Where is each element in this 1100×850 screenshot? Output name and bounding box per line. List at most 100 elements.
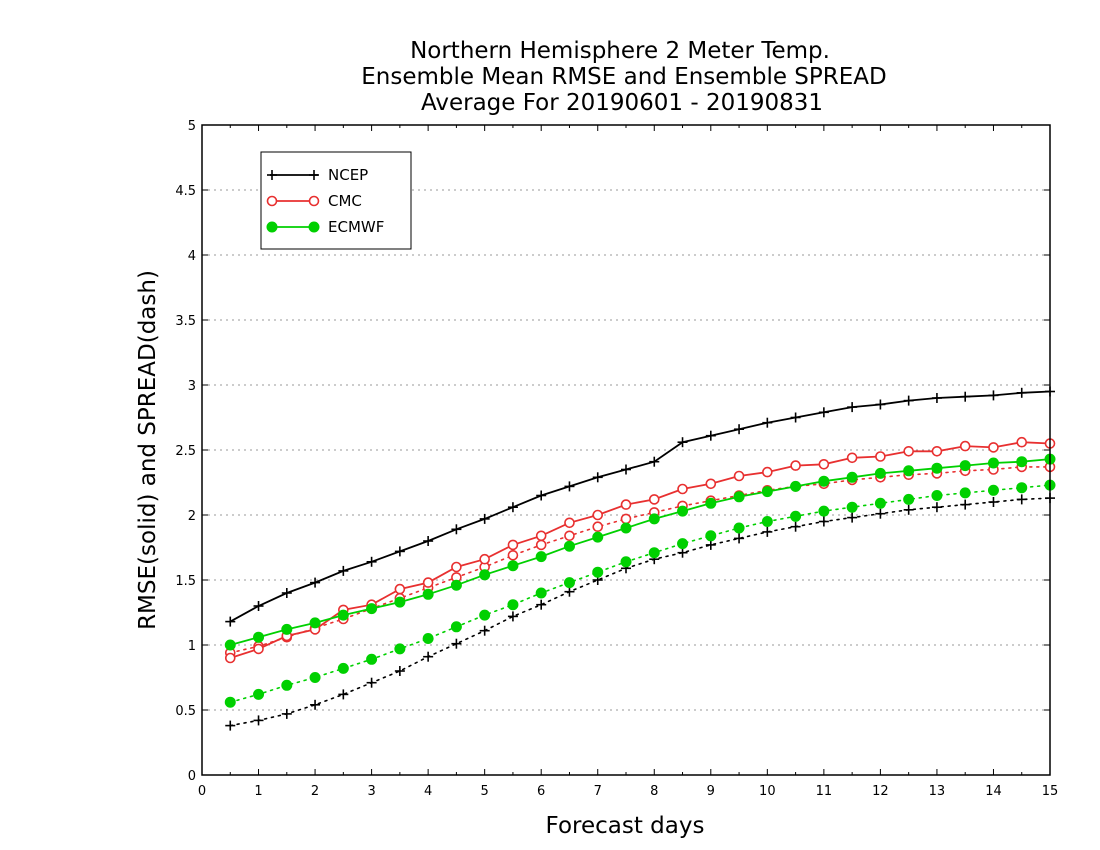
- series-ncep-rmse-point: [507, 502, 518, 513]
- series-cmc-rmse-point: [818, 458, 830, 470]
- y-axis: 0 0.5 1 1.5 2 2.5 3 3.5 4 4.5 5: [175, 119, 1050, 784]
- legend-marker-cmc: [266, 195, 278, 207]
- series-ecmwf-rmse-point: [987, 457, 999, 469]
- series-ecmwf-spread-point: [790, 510, 802, 522]
- series-ncep-spread-point: [818, 516, 829, 527]
- y-tick-label: 5: [188, 119, 196, 134]
- series-cmc-rmse-point: [705, 478, 717, 490]
- series-ecmwf-rmse-point: [479, 569, 491, 581]
- series-ecmwf-rmse-point: [563, 540, 575, 552]
- y-tick-label: 2: [188, 509, 196, 524]
- series-ecmwf-spread-point: [366, 653, 378, 665]
- series-ecmwf-spread-point: [1016, 482, 1028, 494]
- series-ecmwf-rmse-point: [507, 560, 519, 572]
- series-cmc-spread-point: [592, 521, 604, 533]
- series-ecmwf-rmse-point: [394, 596, 406, 608]
- y-tick-label: 4.5: [175, 184, 196, 199]
- legend-item-cmc: CMC: [266, 192, 362, 210]
- series-ecmwf-rmse-point: [903, 465, 915, 477]
- x-tick-label: 3: [367, 784, 375, 799]
- series-ncep-spread-point: [423, 651, 434, 662]
- series-cmc-rmse-point: [394, 583, 406, 595]
- series-ncep-rmse-point: [253, 601, 264, 611]
- series-ncep-rmse-point: [649, 456, 660, 467]
- series-ncep-rmse-point: [592, 472, 603, 483]
- series-cmc-rmse-point: [733, 470, 745, 482]
- series-cmc-spread-point: [535, 539, 547, 551]
- series-ncep-spread-point: [903, 504, 914, 515]
- series-ncep-spread-line: [229, 497, 1051, 727]
- series-ncep-spread-point: [677, 547, 688, 558]
- series-cmc-rmse-point: [451, 561, 462, 573]
- series-ncep-rmse-point: [875, 399, 886, 410]
- grid-lines: [202, 189, 1050, 711]
- x-tick-label: 13: [929, 784, 946, 799]
- series-cmc-rmse-point: [790, 460, 801, 471]
- series-ecmwf-rmse-point: [450, 579, 462, 591]
- chart-title-line-2: Ensemble Mean RMSE and Ensemble SPREAD: [361, 64, 886, 90]
- series-ecmwf-rmse-point: [790, 480, 802, 492]
- series-ecmwf-spread-point: [507, 599, 519, 611]
- series-ncep-rmse-point: [451, 524, 462, 535]
- series-ecmwf-rmse-point: [337, 609, 349, 621]
- series-ecmwf-spread-point: [422, 633, 434, 644]
- legend: NCEP CMC ECMWF: [260, 151, 412, 250]
- series-ecmwf-spread-point: [648, 547, 660, 559]
- x-tick-label: 2: [311, 784, 319, 799]
- series-ncep-spread-point: [790, 521, 801, 532]
- series-cmc-rmse-point: [875, 451, 886, 462]
- legend-label-cmc: CMC: [328, 192, 362, 210]
- series-ecmwf-spread-point: [309, 672, 321, 683]
- x-tick-label: 1: [254, 784, 262, 799]
- series-ncep-spread-point: [394, 666, 405, 676]
- series-cmc-rmse-point: [1016, 436, 1028, 448]
- chart-title-line-3: Average For 20190601 - 20190831: [421, 90, 823, 116]
- series-ncep-spread-point: [705, 539, 716, 550]
- series-cmc-rmse-point: [224, 652, 236, 664]
- series-ecmwf-spread-point: [563, 577, 575, 589]
- series-ecmwf-rmse-point: [535, 551, 547, 563]
- series-ncep-spread-point: [338, 689, 349, 700]
- series-ecmwf-spread-point: [733, 522, 745, 534]
- series-ncep-rmse-point: [564, 481, 575, 492]
- x-axis-label: Forecast days: [546, 813, 705, 839]
- series-ecmwf-spread-point: [224, 696, 236, 708]
- series-ecmwf-rmse-point: [874, 467, 886, 479]
- series-cmc-rmse-point: [931, 445, 943, 457]
- series-ecmwf-spread-point: [677, 538, 689, 550]
- x-tick-label: 11: [816, 784, 833, 799]
- series-ncep-rmse-point: [790, 412, 801, 423]
- y-axis-label: RMSE(solid) and SPREAD(dash): [135, 270, 161, 630]
- series-cmc-rmse-point: [677, 483, 688, 495]
- series-ecmwf-rmse-point: [1016, 456, 1028, 468]
- series-ncep-rmse-point: [394, 546, 405, 557]
- legend-item-ncep: NCEP: [267, 166, 368, 184]
- series-ncep-rmse-point: [366, 556, 377, 567]
- legend-marker-ecmwf: [266, 221, 278, 233]
- series-ncep-rmse-point: [960, 391, 971, 402]
- series-ecmwf-rmse-point: [733, 491, 745, 503]
- series-cmc-rmse-point: [846, 452, 858, 464]
- series-ecmwf-rmse-point: [818, 475, 830, 487]
- series-ecmwf-rmse-point: [677, 505, 689, 517]
- series-ncep-spread-point: [507, 611, 518, 622]
- legend-marker-ecmwf: [308, 221, 320, 233]
- series-ncep-spread-point: [310, 699, 321, 710]
- series-ncep-rmse-point: [734, 424, 745, 435]
- series-ecmwf-spread-point: [705, 530, 717, 542]
- series-ecmwf-spread-point: [479, 609, 491, 621]
- series-ecmwf-rmse-point: [620, 522, 632, 534]
- x-tick-label: 10: [759, 784, 776, 799]
- legend-marker-ncep: [267, 170, 277, 180]
- x-tick-label: 9: [707, 784, 715, 799]
- series-cmc-rmse-point: [564, 517, 575, 529]
- series-ncep-rmse-point: [762, 417, 773, 428]
- x-tick-label: 0: [198, 784, 206, 799]
- y-tick-label: 1: [188, 639, 196, 654]
- series-ncep-rmse-point: [931, 393, 942, 403]
- series-ecmwf-rmse-point: [846, 471, 858, 483]
- series-ncep-rmse-point: [479, 513, 490, 524]
- legend-item-ecmwf: ECMWF: [266, 218, 384, 236]
- series-ncep-rmse-point: [621, 464, 631, 475]
- series-ecmwf-rmse-point: [253, 631, 265, 643]
